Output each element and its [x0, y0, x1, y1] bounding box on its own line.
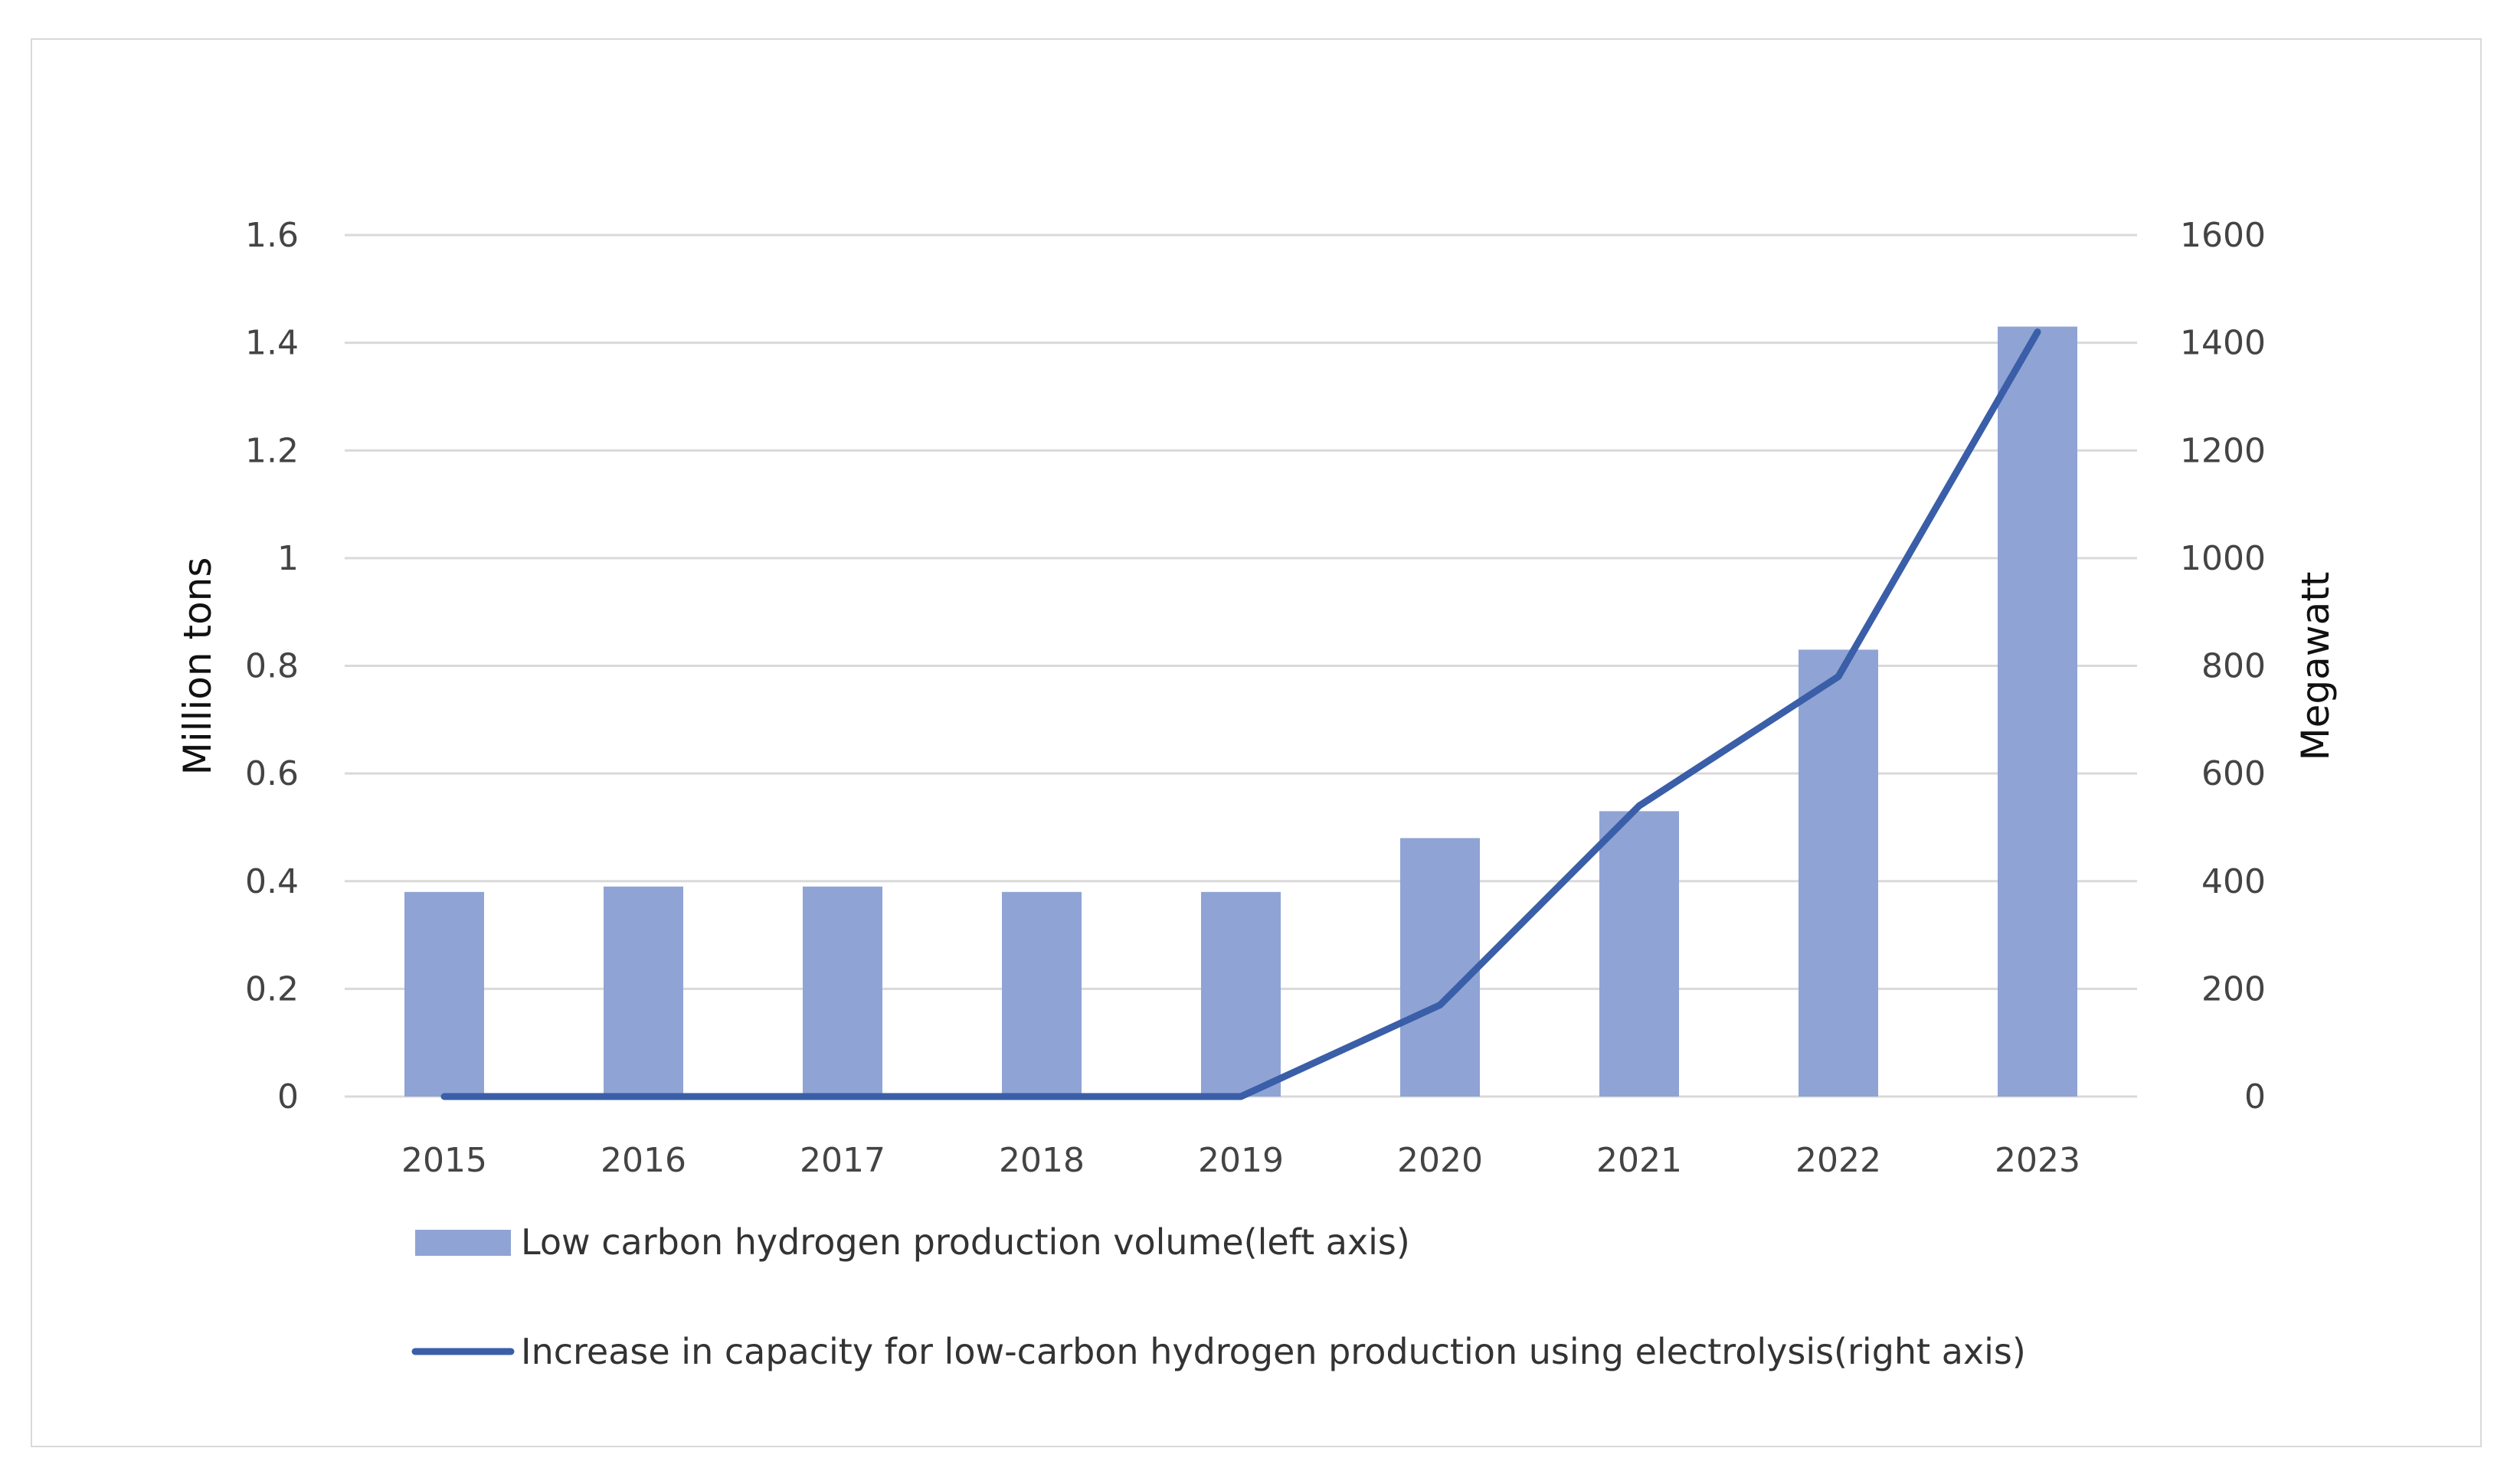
legend-bar-label: Low carbon hydrogen production volume(le… [521, 1221, 1410, 1263]
right-axis-tick-label: 600 [2201, 754, 2266, 793]
x-axis-tick-label: 2020 [1397, 1141, 1483, 1180]
legend-line-label: Increase in capacity for low-carbon hydr… [521, 1331, 2026, 1372]
bar [803, 886, 882, 1097]
right-axis-tick-label: 200 [2201, 969, 2266, 1008]
x-axis-tick-label: 2022 [1795, 1141, 1881, 1180]
x-axis-tick-label: 2016 [601, 1141, 686, 1180]
right-axis-tick-label: 1600 [2180, 216, 2266, 255]
bar [404, 891, 484, 1097]
x-axis-tick-label: 2018 [999, 1141, 1085, 1180]
right-axis-tick-label: 1200 [2180, 431, 2266, 470]
x-axis-tick-label: 2017 [800, 1141, 885, 1180]
left-axis-tick-label: 1.6 [245, 216, 299, 255]
x-axis-tick-label: 2019 [1198, 1141, 1284, 1180]
left-axis-tick-label: 0.8 [245, 647, 299, 686]
left-axis-tick-label: 0.6 [245, 754, 299, 793]
right-axis-tick-label: 1000 [2180, 539, 2266, 578]
x-axis-tick-label: 2021 [1596, 1141, 1682, 1180]
left-axis-tick-label: 1.2 [245, 431, 299, 470]
x-axis-tick-label: 2015 [401, 1141, 487, 1180]
legend: Low carbon hydrogen production volume(le… [411, 1221, 2026, 1372]
right-axis-tick-label: 0 [2244, 1077, 2266, 1116]
x-axis-tick-label: 2023 [1995, 1141, 2080, 1180]
left-axis-ticks: 0 0.2 0.4 0.6 0.8 1 1.2 1.4 1.6 [245, 216, 299, 1116]
bar [1201, 891, 1281, 1097]
right-axis-ticks: 0 200 400 600 800 1000 1200 1400 1600 [2180, 216, 2266, 1116]
left-axis-tick-label: 0 [277, 1077, 299, 1116]
line-series [440, 329, 2041, 1100]
right-axis-tick-label: 800 [2201, 647, 2266, 686]
legend-bar-swatch [415, 1230, 511, 1256]
bar [1799, 649, 1878, 1097]
right-axis-tick-label: 400 [2201, 862, 2266, 901]
bar [1998, 326, 2077, 1097]
left-axis-tick-label: 0.4 [245, 862, 299, 901]
right-axis-tick-label: 1400 [2180, 324, 2266, 363]
x-axis-ticks: 2015 2016 2017 2018 2019 2020 2021 2022 2023 [401, 1141, 2080, 1180]
bar [604, 886, 683, 1097]
bar [1400, 838, 1480, 1097]
left-axis-tick-label: 1.4 [245, 324, 299, 363]
left-axis-title: Million tons [175, 557, 220, 776]
bar [1599, 811, 1679, 1097]
left-axis-tick-label: 1 [277, 539, 299, 578]
bar [1002, 891, 1082, 1097]
right-axis-title: Megawatt [2293, 571, 2338, 760]
bar-series [404, 326, 2077, 1097]
left-axis-tick-label: 0.2 [245, 969, 299, 1008]
